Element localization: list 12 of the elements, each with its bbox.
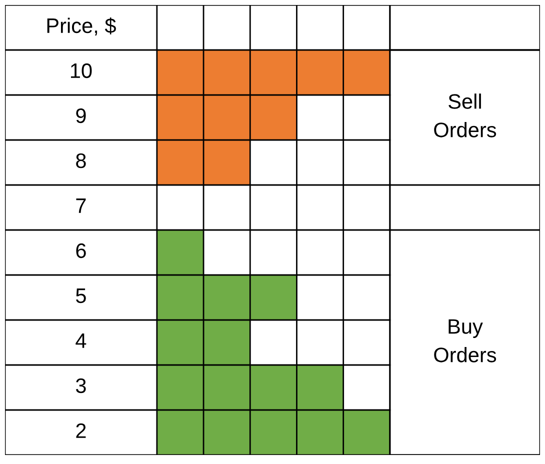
y-tick-label: 7	[76, 198, 86, 213]
text: Sell Orders	[434, 94, 496, 138]
y-tick-label: 6	[76, 243, 86, 258]
y-tick-label: 4	[76, 334, 86, 348]
text: Buy Orders	[434, 319, 496, 362]
y-tick-label: 10	[70, 63, 92, 78]
y-tick-label: 3	[76, 378, 86, 394]
y-tick-label: 2	[76, 423, 86, 438]
y-axis-title: Price, $	[47, 17, 116, 36]
y-tick-label: 8	[76, 153, 86, 168]
y-tick-label: 9	[76, 108, 86, 124]
y-tick-label: 5	[76, 288, 86, 304]
